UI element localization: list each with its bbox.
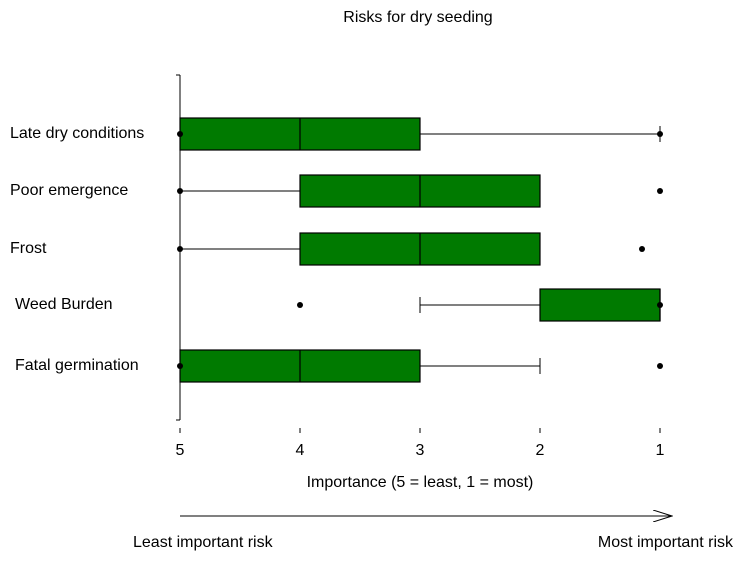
point bbox=[657, 302, 663, 308]
x-tick-label: 1 bbox=[656, 442, 665, 459]
point bbox=[177, 363, 183, 369]
category-label: Late dry conditions bbox=[10, 125, 144, 142]
category-label: Fatal germination bbox=[15, 357, 139, 374]
point bbox=[657, 363, 663, 369]
point bbox=[177, 246, 183, 252]
chart-title: Risks for dry seeding bbox=[343, 9, 492, 26]
annotation: Least important risk bbox=[133, 534, 274, 551]
point bbox=[177, 131, 183, 137]
point bbox=[297, 302, 303, 308]
point bbox=[639, 246, 645, 252]
category-label: Poor emergence bbox=[10, 182, 128, 199]
x-tick-label: 5 bbox=[176, 442, 185, 459]
point bbox=[657, 188, 663, 194]
x-tick-label: 3 bbox=[416, 442, 425, 459]
category-label: Frost bbox=[10, 240, 47, 257]
x-tick-label: 2 bbox=[536, 442, 545, 459]
point bbox=[177, 188, 183, 194]
box bbox=[539, 288, 661, 322]
x-tick-label: 4 bbox=[296, 442, 305, 459]
category-label: Weed Burden bbox=[15, 296, 113, 313]
point bbox=[657, 131, 663, 137]
x-axis-label: Importance (5 = least, 1 = most) bbox=[307, 474, 534, 491]
annotation: Most important risk bbox=[598, 534, 734, 551]
